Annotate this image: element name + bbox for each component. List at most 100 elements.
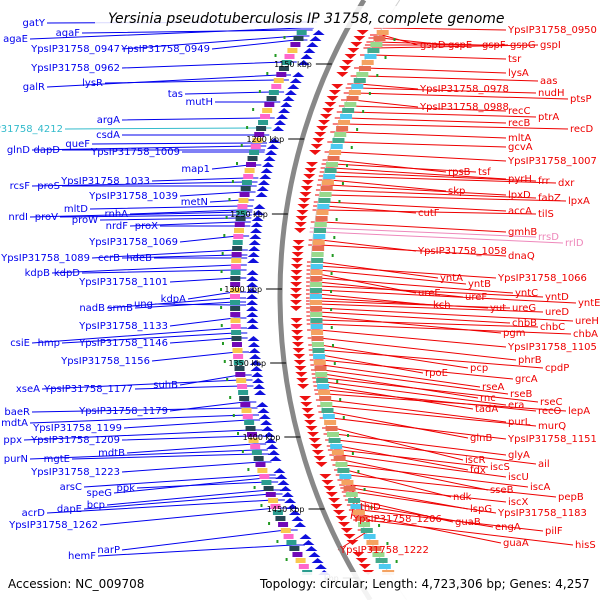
gene-label-right[interactable]: guaA <box>503 538 529 549</box>
gene-label-right[interactable]: frr <box>538 176 550 187</box>
gene-label-left[interactable]: YpsIP31758_1199 <box>32 423 122 434</box>
gene-label-left[interactable]: YpsIP31758_1156 <box>60 356 150 367</box>
gene-label-right[interactable]: lpxD <box>508 190 531 201</box>
gene-label-left[interactable]: metN <box>181 197 208 208</box>
gene-label-right[interactable]: rseB <box>510 389 532 400</box>
gene-label-right[interactable]: gcvA <box>508 142 533 153</box>
gene-label-right[interactable]: iscA <box>530 482 550 493</box>
gene-label-right[interactable]: gspE <box>448 40 472 51</box>
gene-label-right[interactable]: accA <box>508 206 532 217</box>
gene-label-right[interactable]: yntC <box>515 288 538 299</box>
gene-label-right[interactable]: rrlD <box>565 238 584 249</box>
gene-label-right[interactable]: yntE <box>578 298 600 309</box>
gene-label-right[interactable]: fabZ <box>538 193 561 204</box>
gene-label-right[interactable]: thiD <box>360 502 381 513</box>
gene-label-left[interactable]: purN <box>4 454 28 465</box>
gene-label-left[interactable]: kdpA <box>161 294 186 305</box>
gene-label-right[interactable]: pilF <box>545 526 563 537</box>
gene-label-left[interactable]: ppx <box>3 435 22 446</box>
gene-label-right[interactable]: lpxA <box>568 196 590 207</box>
gene-label-left[interactable]: csdA <box>96 130 120 141</box>
gene-label-right[interactable]: gmhB <box>508 227 537 238</box>
gene-label-right[interactable]: ureF <box>465 292 487 303</box>
gene-label-left[interactable]: YpsIP31758_1209 <box>30 435 120 446</box>
gene-label-right[interactable]: pgm <box>503 328 525 339</box>
gene-label-right[interactable]: chbC <box>540 322 565 333</box>
gene-label-left[interactable]: glnD <box>7 145 30 156</box>
gene-label-left[interactable]: YpsIP31758_1039 <box>88 191 178 202</box>
gene-label-left[interactable]: narP <box>97 545 120 556</box>
gene-label-left[interactable]: mltD <box>64 204 88 215</box>
gene-label-right[interactable]: gspI <box>540 40 561 51</box>
gene-label-left[interactable]: rnhA <box>105 209 129 220</box>
gene-label-left[interactable]: agaE <box>3 34 28 45</box>
gene-label-right[interactable]: ndk <box>453 492 472 503</box>
gene-label-right[interactable]: rpoE <box>425 368 448 379</box>
gene-label-left[interactable]: hmp <box>38 338 60 349</box>
gene-label-left[interactable]: arsC <box>60 482 82 493</box>
gene-label-right[interactable]: pyrH <box>508 174 532 185</box>
gene-label-left[interactable]: baeR <box>4 407 30 418</box>
gene-label-right[interactable]: gspD <box>420 40 446 51</box>
gene-label-left[interactable]: YpsIP31758_1069 <box>88 237 178 248</box>
gene-label-left[interactable]: srmB <box>107 303 133 314</box>
gene-label-right[interactable]: YpsIP31758_1058 <box>417 246 507 257</box>
gene-label-left[interactable]: YpsIP31758_1262 <box>8 520 98 531</box>
gene-label-right[interactable]: rseA <box>482 382 504 393</box>
gene-label-right[interactable]: iscS <box>490 462 510 473</box>
gene-label-right[interactable]: recD <box>570 124 594 135</box>
gene-label-right[interactable]: tsr <box>508 54 522 65</box>
gene-label-left[interactable]: hdeB <box>126 253 152 264</box>
gene-label-left[interactable]: dapE <box>57 504 82 515</box>
gene-label-right[interactable]: lspG <box>470 504 492 515</box>
gene-label-right[interactable]: iscX <box>508 497 528 508</box>
gene-label-right[interactable]: YpsIP31758_1183 <box>497 508 587 519</box>
gene-label-left[interactable]: bcp <box>87 500 105 511</box>
gene-label-right[interactable]: tadA <box>475 404 498 415</box>
gene-label-right[interactable]: cpdP <box>545 363 569 374</box>
gene-label-left[interactable]: proX <box>135 221 158 232</box>
gene-label-right[interactable]: cutF <box>418 208 440 219</box>
gene-label-right[interactable]: YpsIP31758_1222 <box>339 545 429 556</box>
gene-label-left[interactable]: proV <box>35 212 58 223</box>
gene-label-left[interactable]: YpsIP31758_1033 <box>60 176 150 187</box>
gene-label-left[interactable]: nrdF <box>106 221 129 232</box>
gene-label-right[interactable]: nudH <box>538 88 565 99</box>
gene-label-left[interactable]: galR <box>23 82 45 93</box>
gene-label-right[interactable]: aas <box>540 76 557 87</box>
gene-label-right[interactable]: sseB <box>490 485 514 496</box>
gene-label-left[interactable]: csiE <box>10 338 30 349</box>
gene-label-right[interactable]: tsf <box>478 167 491 178</box>
gene-label-left[interactable]: agaF <box>56 28 81 39</box>
gene-label-right[interactable]: yntA <box>440 273 463 284</box>
gene-label-left[interactable]: YpsIP31758_1177 <box>43 384 133 395</box>
gene-label-right[interactable]: YpsIP31758_1007 <box>507 156 597 167</box>
gene-label-left[interactable]: nadB <box>79 303 105 314</box>
gene-label-right[interactable]: iscR <box>465 455 485 466</box>
gene-label-left[interactable]: ppk <box>117 483 136 494</box>
gene-label-right[interactable]: rrsD <box>538 232 559 243</box>
gene-label-right[interactable]: engA <box>495 522 521 533</box>
gene-label-right[interactable]: grcA <box>515 374 538 385</box>
gene-label-left[interactable]: mdtB <box>98 448 125 459</box>
gene-label-right[interactable]: YpsIP31758_1151 <box>507 434 597 445</box>
gene-label-left[interactable]: YpsIP31758_4212 <box>0 124 63 135</box>
gene-label-right[interactable]: gspG <box>510 40 536 51</box>
gene-label-right[interactable]: pepB <box>558 492 584 503</box>
gene-label-right[interactable]: dxr <box>558 178 575 189</box>
gene-label-right[interactable]: rpsB <box>448 167 471 178</box>
gene-label-right[interactable]: chbA <box>573 329 598 340</box>
gene-label-right[interactable]: YpsIP31758_0988 <box>419 102 509 113</box>
gene-label-right[interactable]: era <box>508 400 524 411</box>
gene-label-right[interactable]: phrB <box>518 355 542 366</box>
gene-label-right[interactable]: YpsIP31758_0978 <box>419 84 509 95</box>
gene-label-right[interactable]: ureD <box>545 307 569 318</box>
gene-label-left[interactable]: queF <box>65 139 90 150</box>
gene-label-left[interactable]: tas <box>168 89 183 100</box>
gene-label-left[interactable]: suhB <box>153 380 178 391</box>
gene-label-left[interactable]: argA <box>97 115 120 126</box>
gene-label-right[interactable]: ptsP <box>570 94 592 105</box>
gene-label-left[interactable]: YpsIP31758_1101 <box>78 277 168 288</box>
gene-label-left[interactable]: hemF <box>68 551 96 562</box>
gene-label-right[interactable]: lysA <box>508 68 529 79</box>
